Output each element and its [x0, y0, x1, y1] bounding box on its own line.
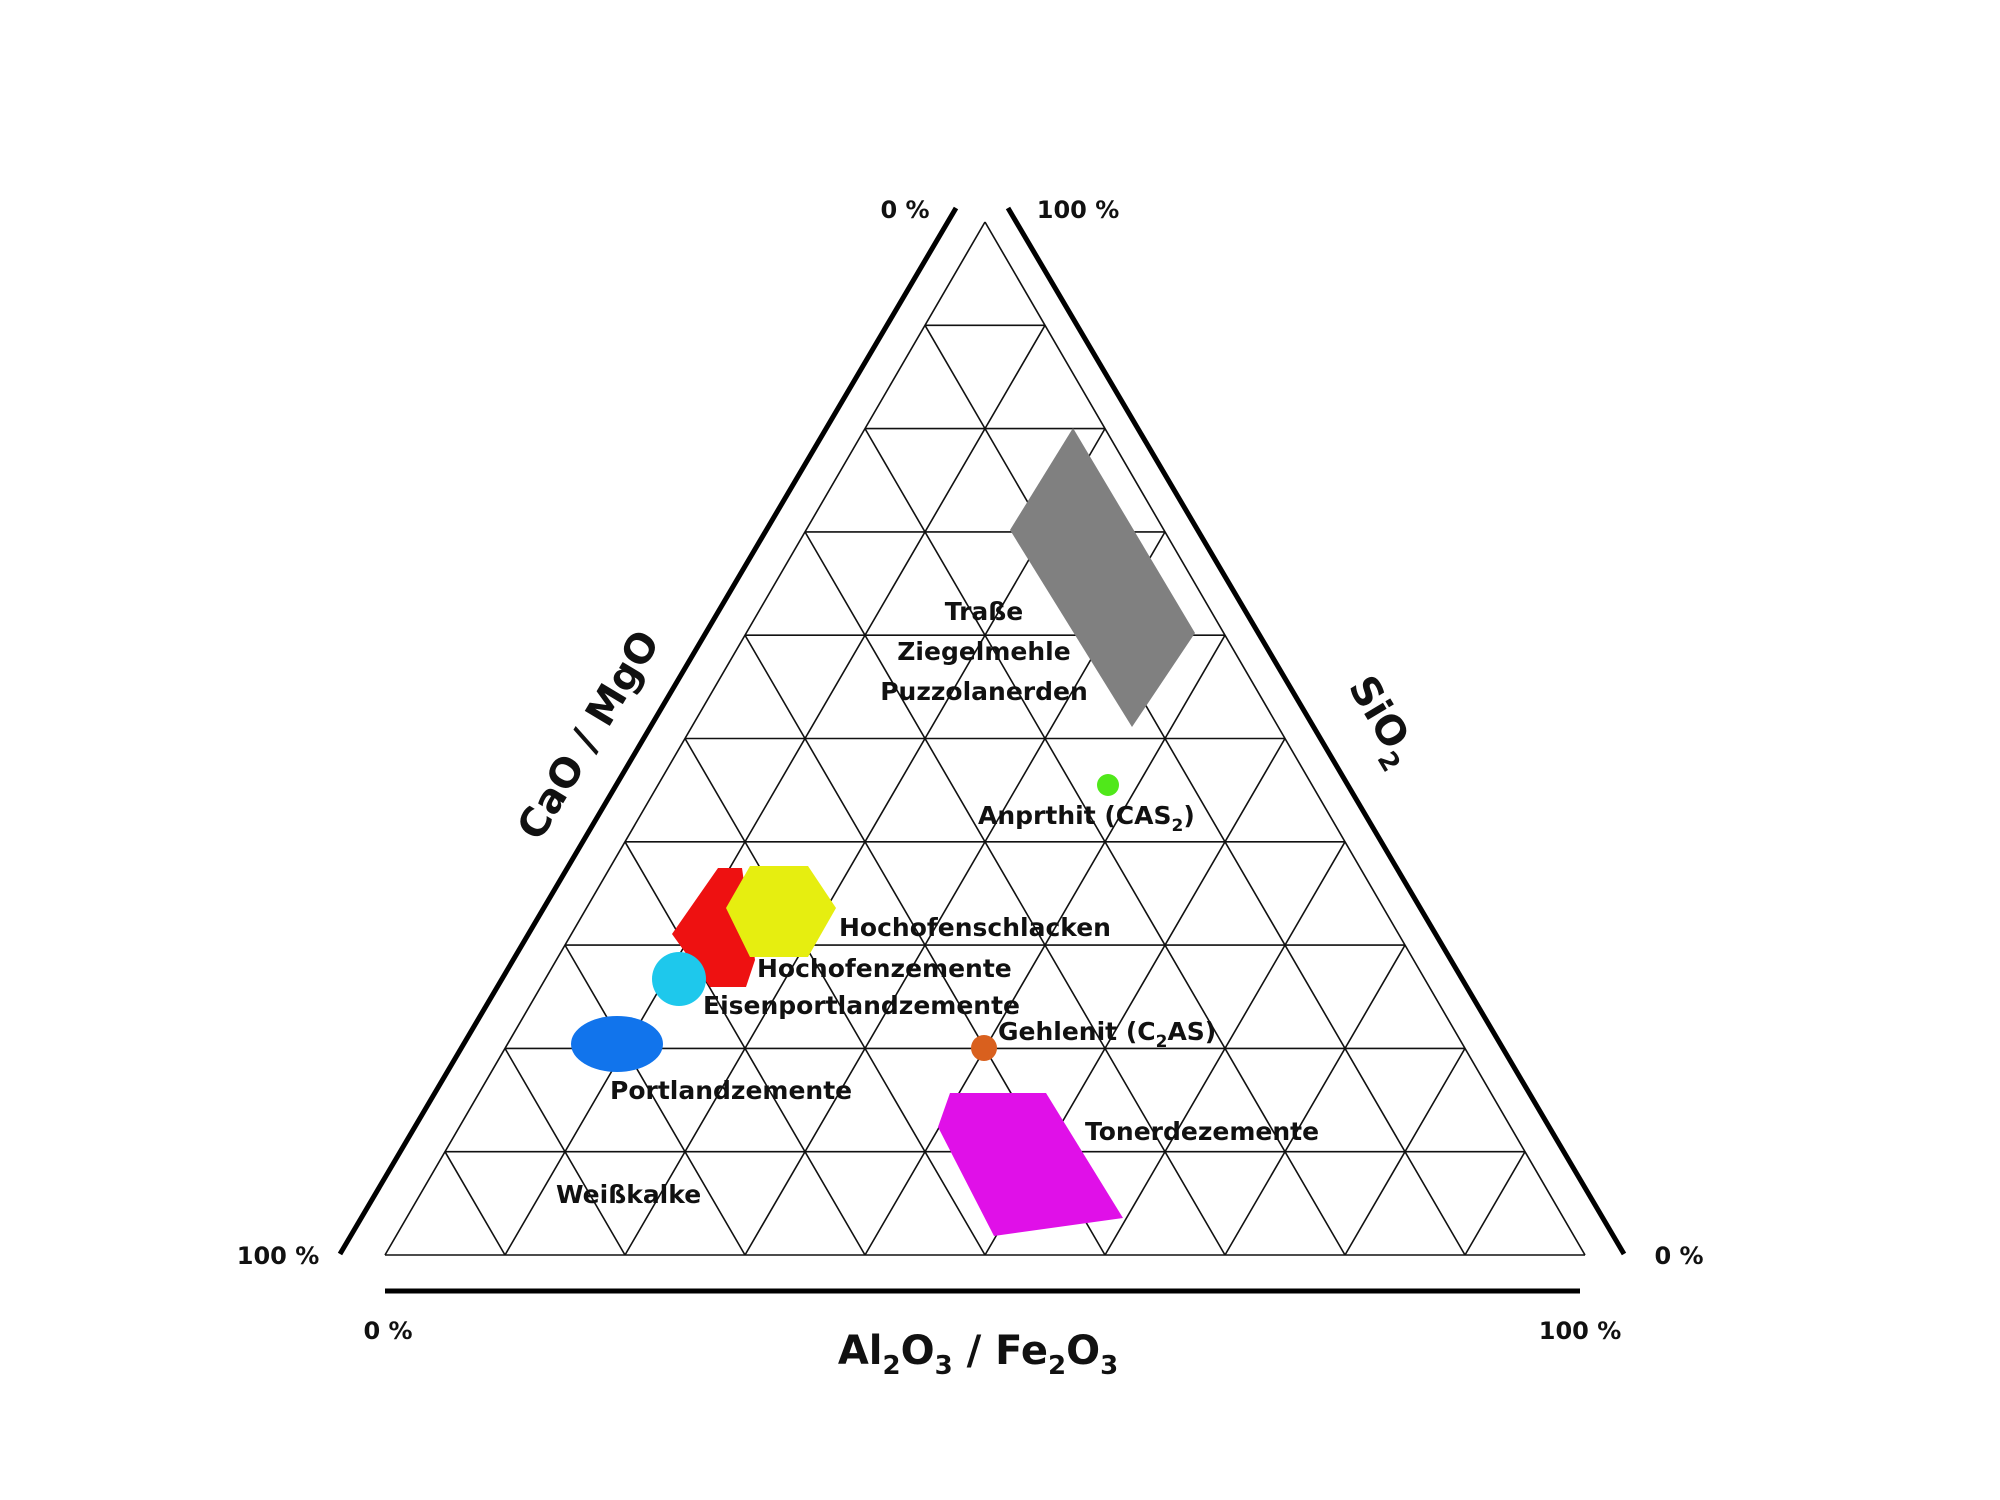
label-anorthit-main: Anprthit (CAS — [978, 801, 1171, 830]
right-axis-bottom-tick: 0 % — [1654, 1242, 1703, 1270]
bottom-title-part-4: / Fe — [953, 1328, 1048, 1374]
label-eisenportlandzemente: Eisenportlandzemente — [703, 991, 1020, 1020]
bottom-title-part-2: O — [901, 1328, 935, 1374]
label-anorthit-end: ) — [1183, 801, 1194, 830]
left-axis-top-tick: 0 % — [880, 196, 929, 224]
bottom-axis-right-tick: 100 % — [1539, 1317, 1622, 1345]
grid-line-up — [1224, 944, 1406, 1256]
right-axis-line — [1005, 206, 1627, 1256]
region-eisenportlandzemente — [652, 952, 706, 1006]
region-hochofenschlacken — [726, 866, 836, 957]
label-ziegelmehle: Ziegelmehle — [897, 637, 1070, 666]
label-puzzolanerden: Puzzolanerden — [880, 677, 1088, 706]
label-portlandzemente: Portlandzemente — [610, 1076, 852, 1105]
marker-anorthit — [1097, 774, 1119, 796]
grid-line-down — [684, 738, 986, 1256]
grid-line-down — [924, 324, 1466, 1256]
left-axis-bottom-tick: 100 % — [237, 1242, 320, 1270]
label-trasse: Traße — [945, 597, 1023, 626]
svg-text:SiO2: SiO2 — [1331, 668, 1427, 777]
grid-line-down — [444, 1151, 506, 1256]
grid-line-down — [804, 531, 1226, 1256]
region-tonerdezemente — [938, 1093, 1123, 1236]
label-gehlenit-main: Gehlenit (C — [998, 1017, 1156, 1046]
region-portlandzemente — [571, 1016, 663, 1072]
grid-line-up — [504, 324, 1046, 1256]
label-tonerdezemente: Tonerdezemente — [1085, 1117, 1319, 1146]
label-hochofenschlacken: Hochofenschlacken — [839, 913, 1111, 942]
bottom-title-part-7: 3 — [1100, 1351, 1118, 1381]
grid-line-down — [564, 944, 746, 1256]
right-axis-title-main: SiO — [1339, 668, 1418, 757]
grid-line-up — [1464, 1151, 1526, 1256]
label-weisskalke: Weißkalke — [556, 1180, 701, 1209]
bottom-title-part-3: 3 — [935, 1351, 953, 1381]
right-axis-title: SiO2 — [1331, 668, 1427, 777]
grid-line-down — [864, 428, 1346, 1256]
marker-gehlenit — [971, 1035, 997, 1061]
bottom-title-part-0: Al — [838, 1328, 883, 1374]
left-axis-line — [337, 206, 959, 1256]
right-axis-top-tick: 100 % — [1037, 196, 1120, 224]
bottom-axis-title: Al2O3 / Fe2O3 — [838, 1328, 1118, 1381]
label-anorthit-sub: 2 — [1171, 816, 1183, 836]
region-trasse-ziegelmehle-puzzolanerden — [1010, 428, 1195, 727]
label-gehlenit: Gehlenit (C2AS) — [998, 1017, 1216, 1052]
label-hochofenzemente: Hochofenzemente — [757, 954, 1012, 983]
bottom-title-part-1: 2 — [882, 1351, 900, 1381]
bottom-title-part-5: 2 — [1048, 1351, 1066, 1381]
label-gehlenit-end: AS) — [1167, 1017, 1216, 1046]
label-anorthit: Anprthit (CAS2) — [978, 801, 1195, 836]
bottom-title-part-6: O — [1066, 1328, 1100, 1374]
label-gehlenit-sub: 2 — [1156, 1032, 1168, 1052]
bottom-axis-left-tick: 0 % — [363, 1317, 412, 1345]
